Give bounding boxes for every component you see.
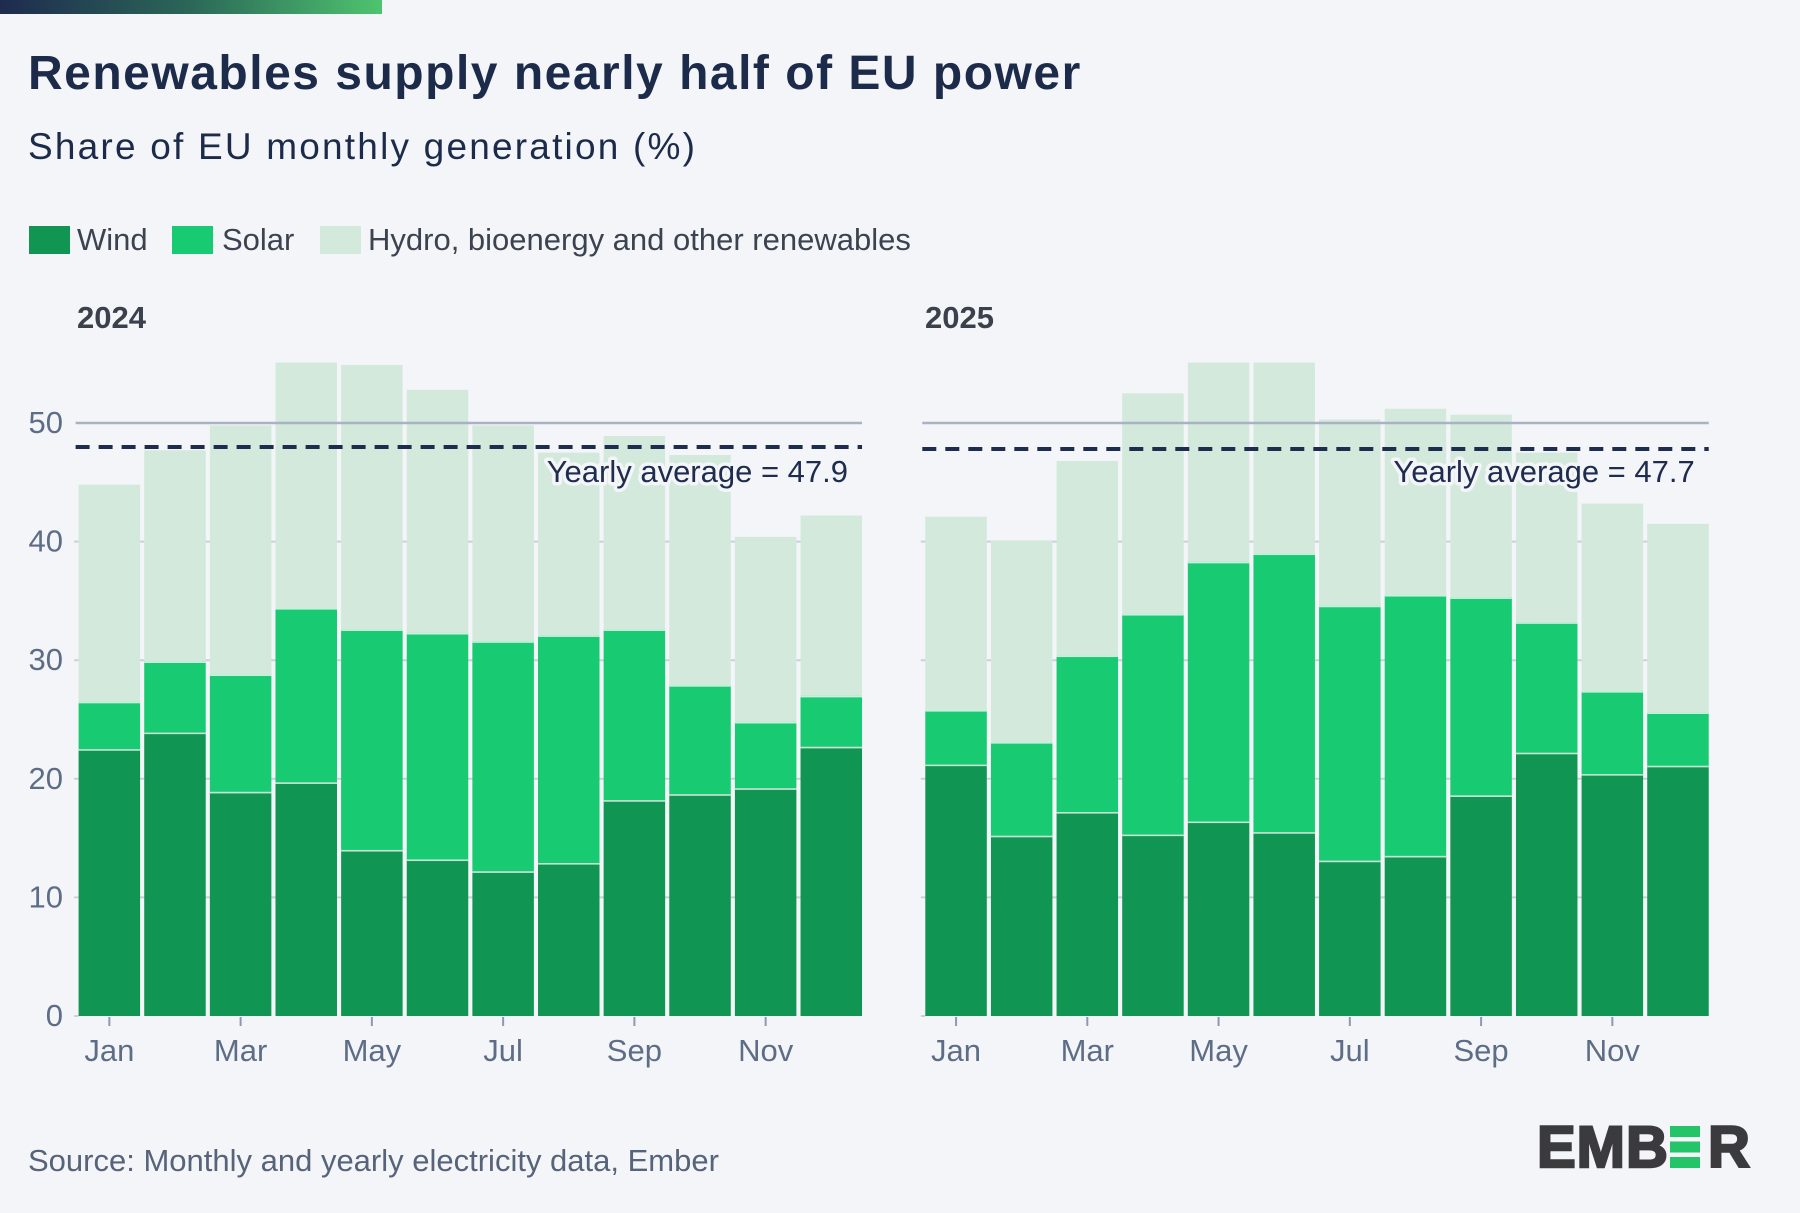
svg-text:Yearly average = 47.9: Yearly average = 47.9 <box>547 454 848 489</box>
svg-text:Jan: Jan <box>931 1033 981 1068</box>
svg-text:Renewables supply nearly half: Renewables supply nearly half of EU powe… <box>28 47 1082 100</box>
svg-text:Jan: Jan <box>84 1033 134 1068</box>
svg-text:Jul: Jul <box>1330 1033 1370 1068</box>
svg-text:Share of EU monthly generation: Share of EU monthly generation (%) <box>28 126 697 167</box>
svg-text:2025: 2025 <box>925 300 994 335</box>
svg-text:30: 30 <box>29 642 63 677</box>
svg-text:EMB: EMB <box>1537 1115 1669 1180</box>
svg-text:10: 10 <box>29 879 63 914</box>
svg-text:0: 0 <box>46 998 63 1033</box>
svg-text:Solar: Solar <box>222 222 294 257</box>
svg-text:Yearly average = 47.7: Yearly average = 47.7 <box>1393 454 1694 489</box>
svg-text:Mar: Mar <box>214 1033 267 1068</box>
svg-text:Source: Monthly and yearly ele: Source: Monthly and yearly electricity d… <box>28 1143 719 1178</box>
svg-text:Nov: Nov <box>1585 1033 1641 1068</box>
svg-text:Nov: Nov <box>738 1033 794 1068</box>
svg-text:20: 20 <box>29 761 63 796</box>
svg-text:Wind: Wind <box>77 222 148 257</box>
svg-text:40: 40 <box>29 524 63 559</box>
svg-text:50: 50 <box>29 405 63 440</box>
svg-text:Mar: Mar <box>1061 1033 1114 1068</box>
svg-text:R: R <box>1708 1115 1750 1180</box>
svg-text:Sep: Sep <box>607 1033 662 1068</box>
svg-text:May: May <box>343 1033 402 1068</box>
svg-text:2024: 2024 <box>77 300 147 335</box>
svg-text:Jul: Jul <box>483 1033 523 1068</box>
svg-text:May: May <box>1189 1033 1248 1068</box>
svg-text:Hydro, bioenergy and other ren: Hydro, bioenergy and other renewables <box>368 222 911 257</box>
svg-text:Sep: Sep <box>1454 1033 1509 1068</box>
